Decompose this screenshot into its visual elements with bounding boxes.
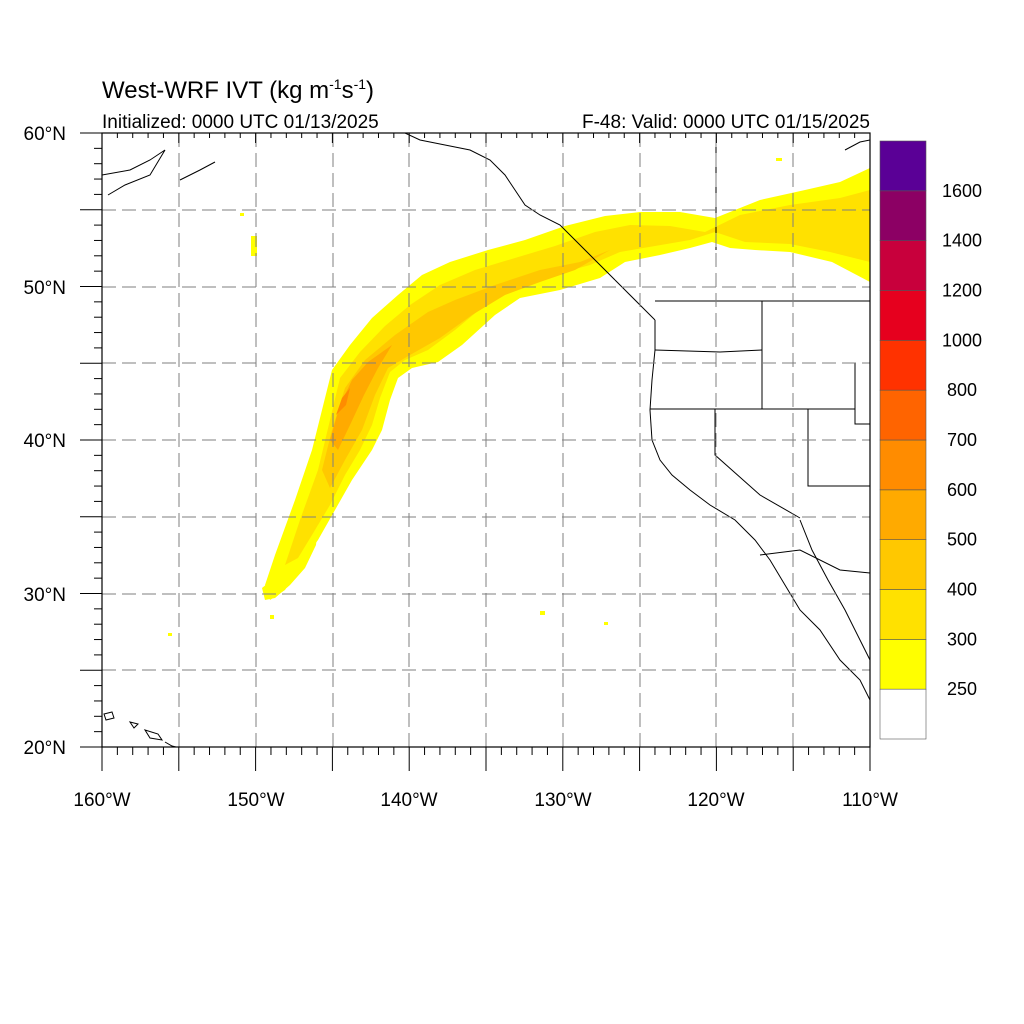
us-mexico-border — [759, 549, 870, 574]
ivt-tongue — [262, 525, 318, 600]
lat-lon-grid — [102, 133, 870, 747]
lat-label-40n: 40°N — [24, 431, 66, 452]
colorbar-swatch — [879, 290, 927, 341]
colorbar-swatch — [879, 589, 927, 640]
lon-axis-labels: 160°W 150°W 140°W 130°W 120°W 110°W — [73, 790, 898, 811]
canada-coast-east — [844, 139, 870, 151]
ivt-shading — [168, 158, 870, 636]
wa-or-border — [654, 349, 763, 353]
nv-ut-border — [807, 409, 870, 487]
colorbar-label: 700 — [947, 430, 977, 450]
colorbar-label: 300 — [947, 629, 977, 649]
lat-label-60n: 60°N — [24, 124, 66, 145]
ivt-band-500 — [330, 345, 392, 450]
lon-label-130w: 130°W — [534, 790, 591, 811]
colorbar-swatch — [879, 439, 927, 491]
map-panel — [80, 132, 871, 771]
mt-border — [854, 363, 870, 425]
colorbar-label: 1400 — [942, 231, 982, 251]
lat-label-30n: 30°N — [24, 585, 66, 606]
colorbar-swatch — [879, 688, 927, 740]
colorbar-label: 800 — [947, 380, 977, 400]
colorbar-swatch — [879, 539, 927, 590]
colorbar-swatch — [879, 340, 927, 391]
colorbar-label: 1200 — [942, 281, 982, 301]
alaska-coast — [102, 133, 616, 281]
figure-title: West-WRF IVT (kg m-1s-1) — [102, 76, 374, 104]
west-coast — [649, 320, 870, 701]
coastlines — [102, 133, 870, 747]
lon-label-120w: 120°W — [687, 790, 744, 811]
colorbar-swatch — [879, 240, 927, 291]
colorbar-label: 500 — [947, 530, 977, 550]
lat-label-50n: 50°N — [24, 278, 66, 299]
lon-label-140w: 140°W — [380, 790, 437, 811]
ivt-band-600 — [336, 388, 350, 415]
colorbar-swatch — [879, 389, 927, 441]
init-time-label: Initialized: 0000 UTC 01/13/2025 — [102, 112, 379, 133]
colorbar-label: 400 — [947, 580, 977, 600]
ivt-band-400 — [322, 250, 610, 488]
colorbar-label: 1000 — [942, 330, 982, 350]
lon-label-110w: 110°W — [842, 790, 898, 811]
lon-label-150w: 150°W — [227, 790, 284, 811]
colorbar-swatch — [879, 190, 927, 241]
lon-label-160w: 160°W — [73, 790, 130, 811]
axis-ticks — [80, 132, 871, 771]
colorbar-swatch — [879, 639, 927, 690]
valid-time-label: F-48: Valid: 0000 UTC 01/15/2025 — [582, 112, 870, 133]
ca-nv-border — [714, 409, 801, 519]
political-borders — [650, 133, 870, 574]
baja-coast — [799, 519, 870, 661]
lat-axis-labels: 60°N 50°N 40°N 30°N 20°N — [24, 124, 66, 759]
colorbar-label: 250 — [947, 679, 977, 699]
colorbar-swatch — [879, 140, 927, 192]
bc-coast — [614, 279, 656, 321]
colorbar-label: 600 — [947, 480, 977, 500]
lat-label-20n: 20°N — [24, 738, 66, 759]
colorbar-label: 1600 — [942, 181, 982, 201]
colorbar: 250 300 400 500 600 700 800 1000 1200 1400 1600 — [879, 140, 982, 740]
colorbar-swatch — [879, 489, 927, 540]
hawaii — [103, 711, 177, 747]
